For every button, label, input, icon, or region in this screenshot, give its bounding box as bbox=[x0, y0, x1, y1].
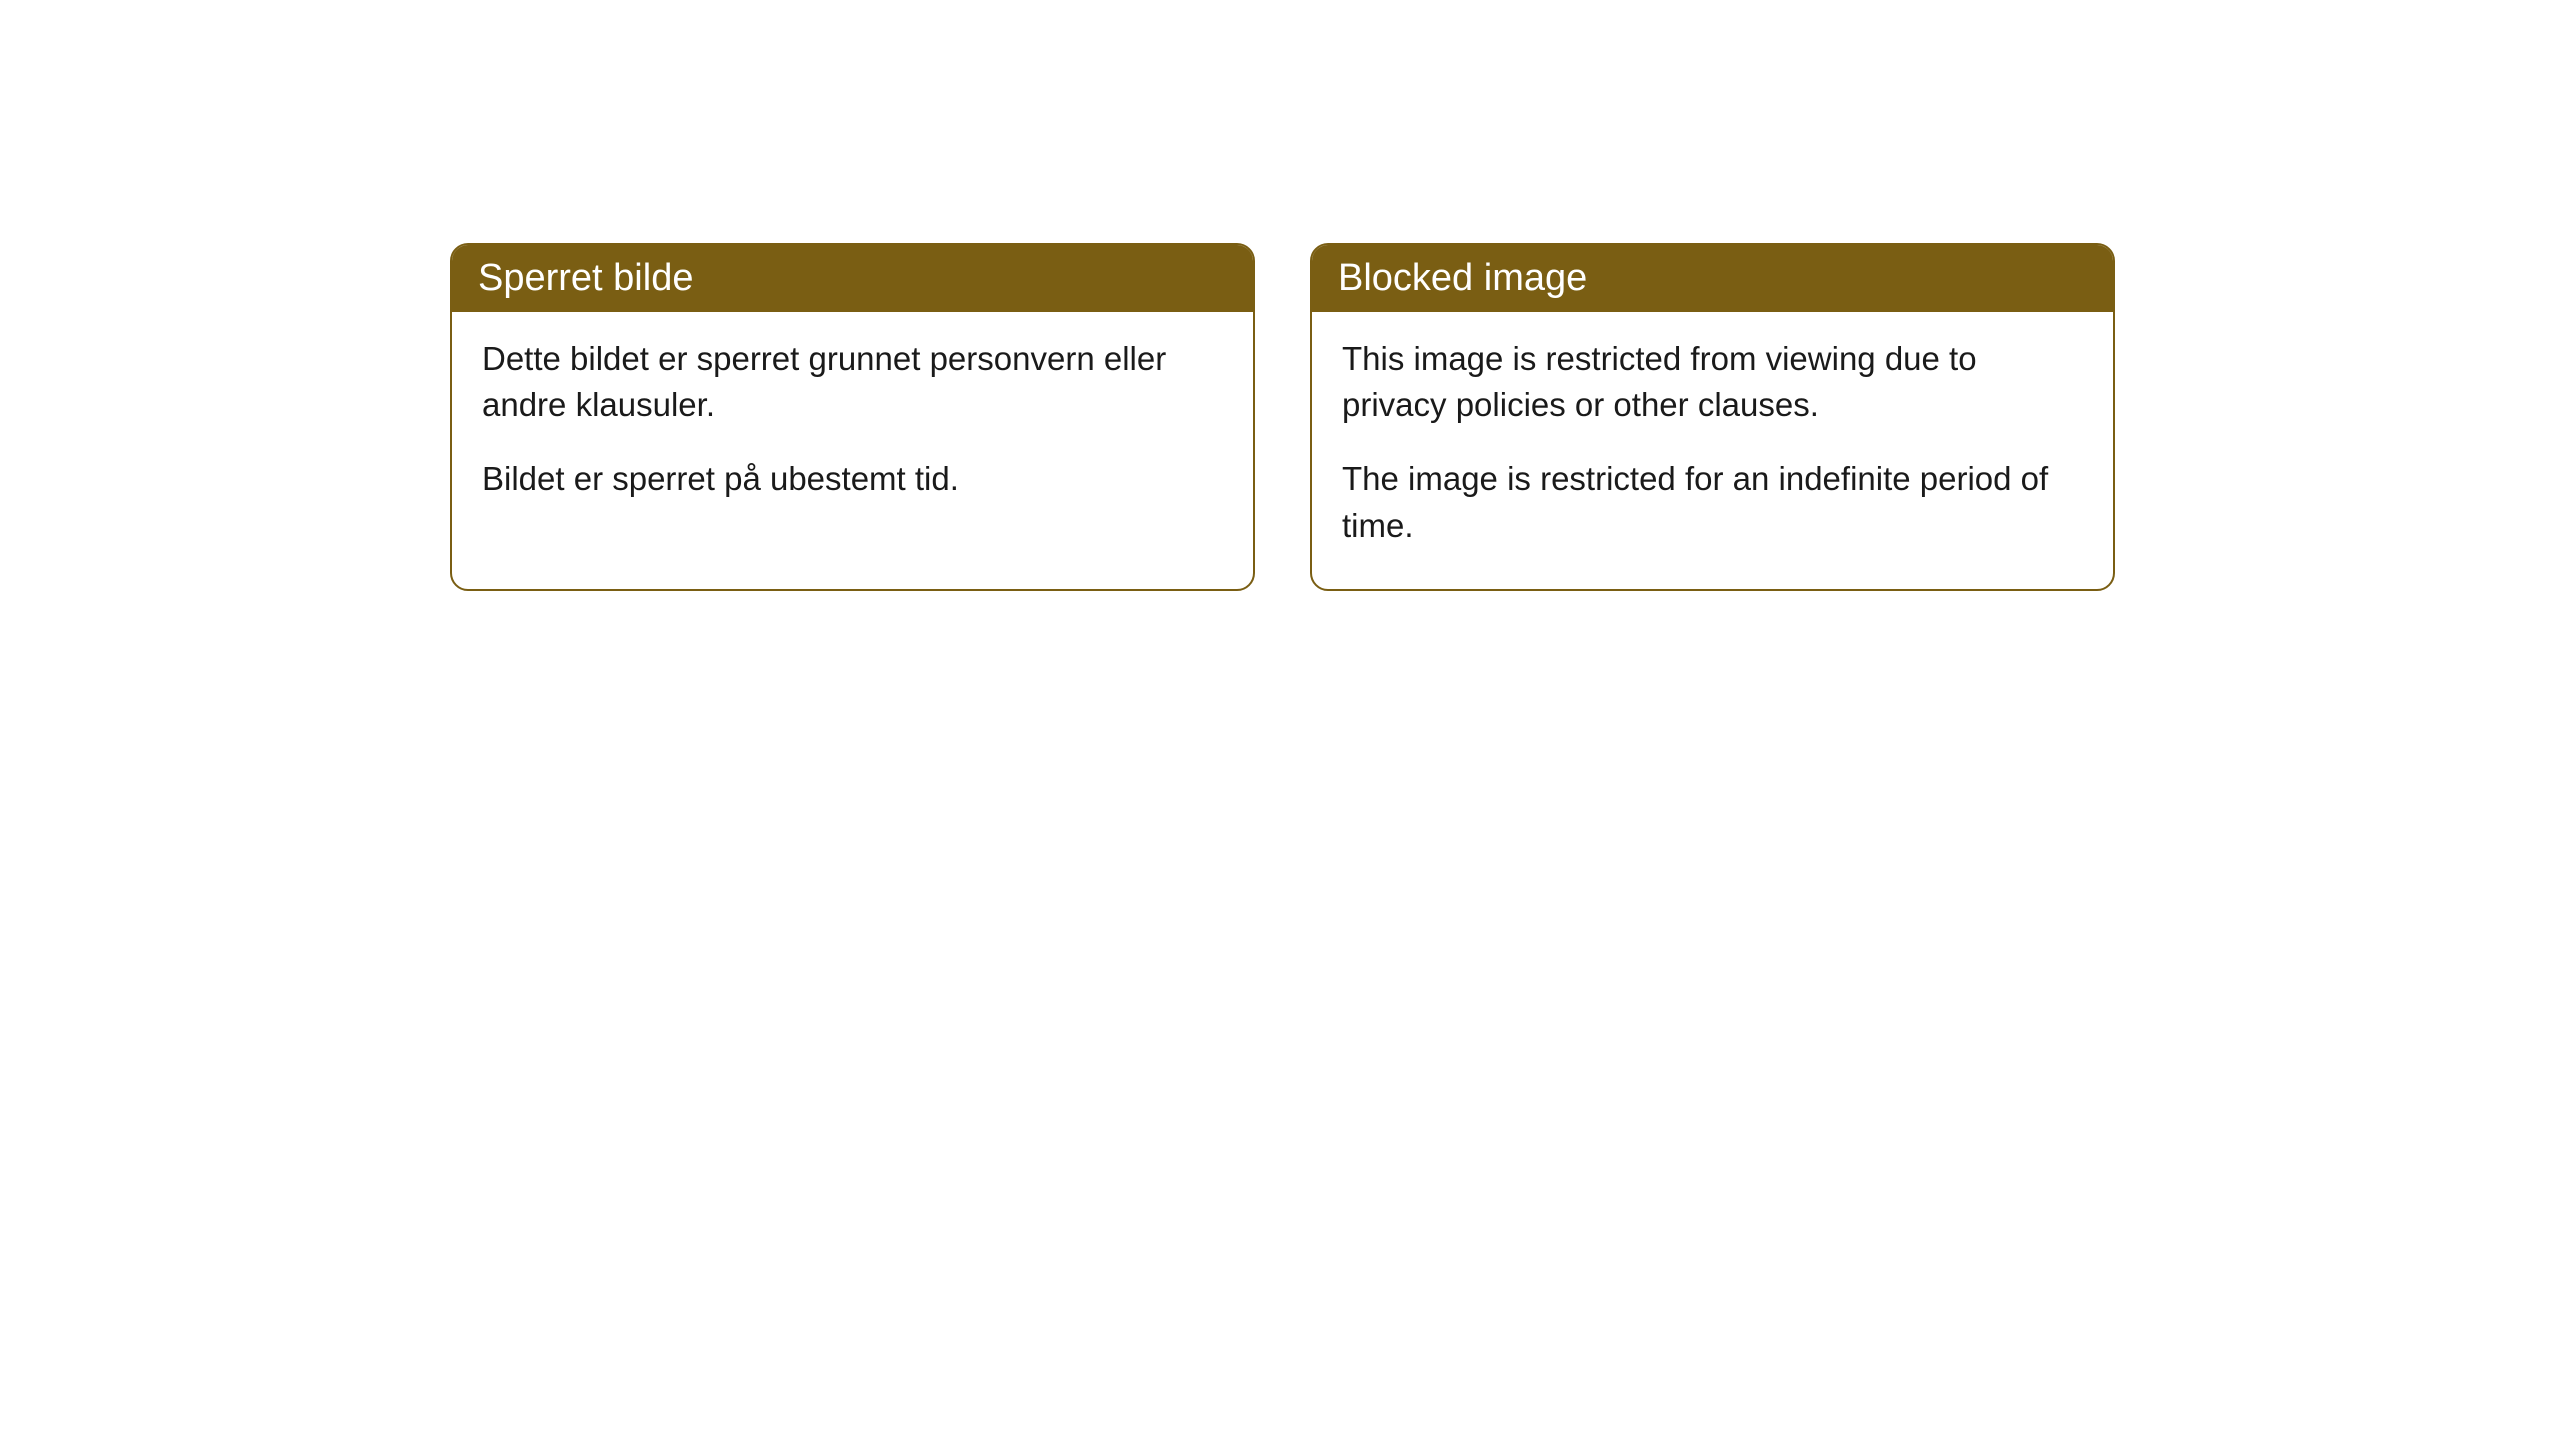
card-body: This image is restricted from viewing du… bbox=[1312, 312, 2113, 589]
card-title: Sperret bilde bbox=[478, 257, 693, 299]
card-header: Blocked image bbox=[1312, 245, 2113, 312]
card-paragraph: This image is restricted from viewing du… bbox=[1342, 336, 2083, 428]
card-paragraph: Bildet er sperret på ubestemt tid. bbox=[482, 456, 1223, 502]
card-body: Dette bildet er sperret grunnet personve… bbox=[452, 312, 1253, 543]
card-header: Sperret bilde bbox=[452, 245, 1253, 312]
card-paragraph: Dette bildet er sperret grunnet personve… bbox=[482, 336, 1223, 428]
card-title: Blocked image bbox=[1338, 257, 1587, 299]
card-paragraph: The image is restricted for an indefinit… bbox=[1342, 456, 2083, 548]
cards-container: Sperret bilde Dette bildet er sperret gr… bbox=[0, 0, 2560, 591]
notice-card-english: Blocked image This image is restricted f… bbox=[1310, 243, 2115, 591]
notice-card-norwegian: Sperret bilde Dette bildet er sperret gr… bbox=[450, 243, 1255, 591]
